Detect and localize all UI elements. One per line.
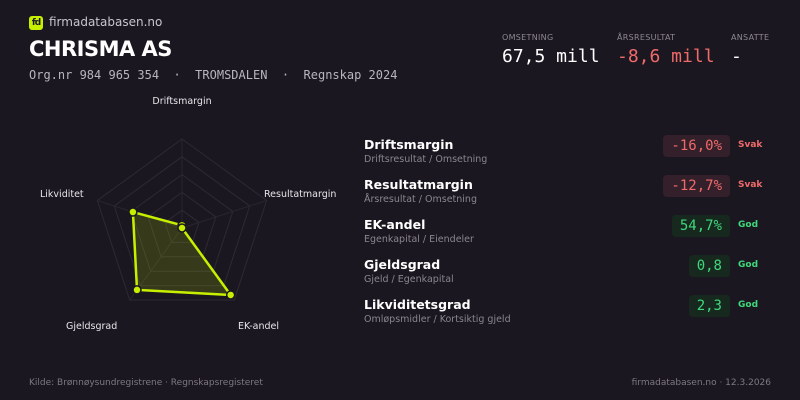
company-name: CHRISMA AS bbox=[29, 37, 172, 61]
axis-label-ek-andel: EK-andel bbox=[238, 321, 279, 332]
metric-name: Likviditetsgrad bbox=[364, 297, 471, 312]
radar-spoke bbox=[181, 200, 267, 229]
metric-formula: Egenkapital / Eiendeler bbox=[364, 234, 474, 245]
axis-label-driftsmargin: Driftsmargin bbox=[152, 96, 211, 107]
stat-value-arsresultat: -8,6 mill bbox=[617, 46, 715, 67]
metric-status: God bbox=[738, 260, 759, 270]
radar-point-ek-andel bbox=[225, 290, 236, 300]
metric-formula: Omløpsmidler / Kortsiktig gjeld bbox=[364, 314, 511, 325]
metric-name: Resultatmargin bbox=[364, 177, 473, 192]
stat-value-ansatte: - bbox=[731, 46, 742, 67]
stat-label-ansatte: ANSATTE bbox=[731, 33, 770, 42]
stat-label-arsresultat: ÅRSRESULTAT bbox=[617, 33, 676, 42]
metric-row: Likviditetsgrad Omløpsmidler / Kortsikti… bbox=[364, 295, 764, 333]
metric-status: God bbox=[738, 220, 759, 230]
metric-status: God bbox=[738, 300, 759, 310]
metric-name: EK-andel bbox=[364, 217, 426, 232]
metric-formula: Driftsresultat / Omsetning bbox=[364, 154, 488, 165]
metric-name: Driftsmargin bbox=[364, 137, 454, 152]
metric-row: EK-andel Egenkapital / Eiendeler 54,7% G… bbox=[364, 215, 764, 253]
metric-value-badge: 54,7% bbox=[671, 215, 730, 237]
axis-label-likviditet: Likviditet bbox=[40, 189, 84, 200]
stat-value-omsetning: 67,5 mill bbox=[502, 46, 600, 67]
radar-grid-ring bbox=[113, 156, 251, 287]
radar-chart: Driftsmargin Resultatmargin EK-andel Gje… bbox=[40, 96, 336, 332]
axis-label-resultatmargin: Resultatmargin bbox=[264, 189, 336, 200]
metric-value-badge: -16,0% bbox=[663, 135, 730, 157]
stat-label-omsetning: OMSETNING bbox=[502, 33, 554, 42]
site-name[interactable]: firmadatabasen.no bbox=[49, 15, 163, 29]
metric-value-badge: 2,3 bbox=[688, 295, 730, 317]
metric-formula: Gjeld / Egenkapital bbox=[364, 274, 454, 285]
metric-status: Svak bbox=[738, 180, 763, 190]
metric-value-badge: 0,8 bbox=[688, 255, 730, 277]
metric-row: Resultatmargin Årsresultat / Omsetning -… bbox=[364, 175, 764, 213]
radar-grid-ring bbox=[130, 173, 234, 272]
metric-row: Gjeldsgrad Gjeld / Egenkapital 0,8 God bbox=[364, 255, 764, 293]
metric-formula: Årsresultat / Omsetning bbox=[364, 194, 477, 205]
axis-label-gjeldsgrad: Gjeldsgrad bbox=[66, 321, 117, 332]
metric-status: Svak bbox=[738, 140, 763, 150]
metric-value-badge: -12,7% bbox=[663, 175, 730, 197]
company-meta: Org.nr 984 965 354 · TROMSDALEN · Regnsk… bbox=[29, 68, 398, 82]
metric-row: Driftsmargin Driftsresultat / Omsetning … bbox=[364, 135, 764, 173]
radar-point-resultatmargin bbox=[177, 223, 187, 233]
footer-right: firmadatabasen.no · 12.3.2026 bbox=[631, 378, 771, 388]
radar-grid-ring bbox=[96, 138, 268, 301]
metric-name: Gjeldsgrad bbox=[364, 257, 441, 272]
radar-grid-ring bbox=[147, 191, 217, 258]
logo-icon: fd bbox=[29, 16, 43, 30]
radar-point-likviditet bbox=[128, 207, 138, 217]
footer-source: Kilde: Brønnøysundregistrene · Regnskaps… bbox=[29, 378, 263, 388]
radar-point-gjeldsgrad bbox=[132, 285, 142, 295]
